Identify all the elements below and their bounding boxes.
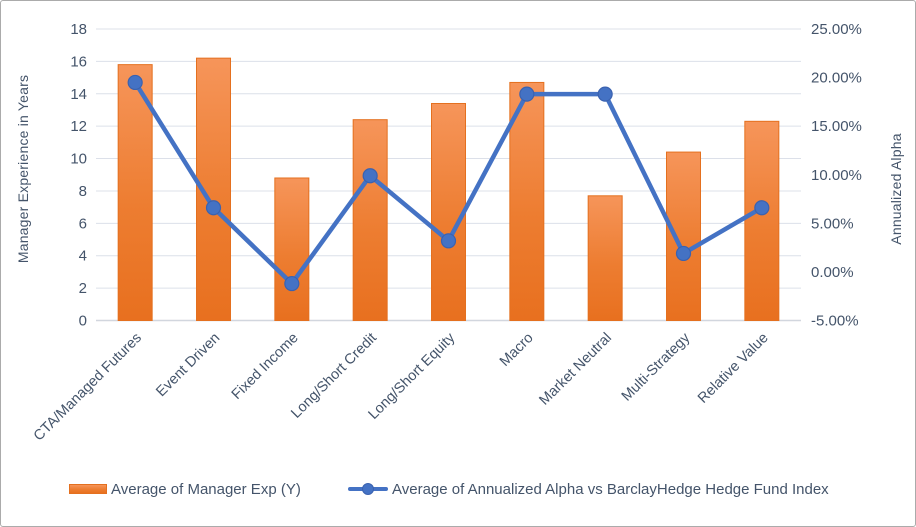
right-axis-tick-label: 10.00%: [811, 167, 862, 184]
bar-4: [431, 102, 466, 321]
legend-item-annualized-alpha: Average of Annualized Alpha vs BarclayHe…: [348, 477, 829, 501]
left-axis-tick-label: 18: [70, 21, 87, 38]
left-axis-tick-label: 2: [79, 280, 87, 297]
left-axis-tick-label: 16: [70, 53, 87, 70]
left-axis-tick-label: 6: [79, 215, 87, 232]
category-label: Event Driven: [153, 330, 223, 400]
category-label: Long/Short Equity: [365, 329, 458, 422]
legend-label-annualized-alpha: Average of Annualized Alpha vs BarclayHe…: [392, 480, 829, 498]
bar-8: [744, 120, 780, 321]
right-axis-tick-label: -5.00%: [811, 313, 859, 330]
alpha-marker-1: [205, 200, 222, 216]
category-label: CTA/Managed Futures: [31, 330, 145, 444]
legend-item-manager-exp: Average of Manager Exp (Y): [69, 477, 301, 501]
chart-legend: Average of Manager Exp (Y) Average of An…: [1, 477, 915, 507]
left-axis-title: Manager Experience in Years: [15, 74, 31, 264]
category-label: Fixed Income: [229, 330, 302, 403]
bar-5: [509, 81, 545, 321]
bar-7: [666, 151, 701, 321]
category-label: Long/Short Credit: [288, 330, 380, 422]
line-swatch-marker-icon: [362, 483, 374, 495]
line-series-swatch: [348, 482, 388, 496]
bar-0: [117, 64, 153, 321]
category-label: Multi-Strategy: [619, 329, 694, 404]
combo-chart-plot: 0 2 4 6 8 10 12 14 16 18 -5.00% 0.00% 5.00% 10.00% 15.…: [31, 21, 862, 444]
left-axis-tick-label: 8: [79, 183, 87, 200]
right-axis-tick-label: 0.00%: [811, 264, 854, 281]
category-label: Macro: [497, 330, 537, 370]
left-axis-tick-label: 12: [70, 118, 87, 135]
alpha-marker-2: [284, 275, 300, 292]
bar-3: [352, 119, 388, 321]
alpha-marker-3: [362, 168, 378, 184]
alpha-marker-4: [440, 233, 457, 249]
category-label: Relative Value: [695, 330, 772, 407]
left-axis-tick-label: 0: [79, 313, 87, 330]
left-axis-tick-label: 4: [79, 248, 87, 265]
alpha-marker-8: [754, 200, 770, 216]
right-axis-tick-label: 15.00%: [811, 118, 862, 135]
right-axis-tick-label: 20.00%: [811, 70, 862, 87]
alpha-marker-6: [597, 86, 613, 102]
alpha-marker-5: [519, 86, 535, 102]
left-axis-tick-label: 10: [70, 151, 87, 168]
legend-label-manager-exp: Average of Manager Exp (Y): [111, 480, 301, 498]
alpha-marker-0: [127, 74, 143, 91]
right-axis-title: Annualized Alpha: [888, 133, 904, 245]
right-axis-tick-label: 5.00%: [811, 215, 854, 232]
bar-6: [587, 195, 623, 321]
bar-series-swatch: [69, 484, 107, 494]
right-axis-tick-label: 25.00%: [811, 21, 862, 38]
alpha-marker-7: [675, 245, 692, 262]
category-label: Market Neutral: [536, 330, 615, 409]
bar-2: [274, 177, 310, 321]
left-axis-tick-label: 14: [70, 86, 87, 103]
